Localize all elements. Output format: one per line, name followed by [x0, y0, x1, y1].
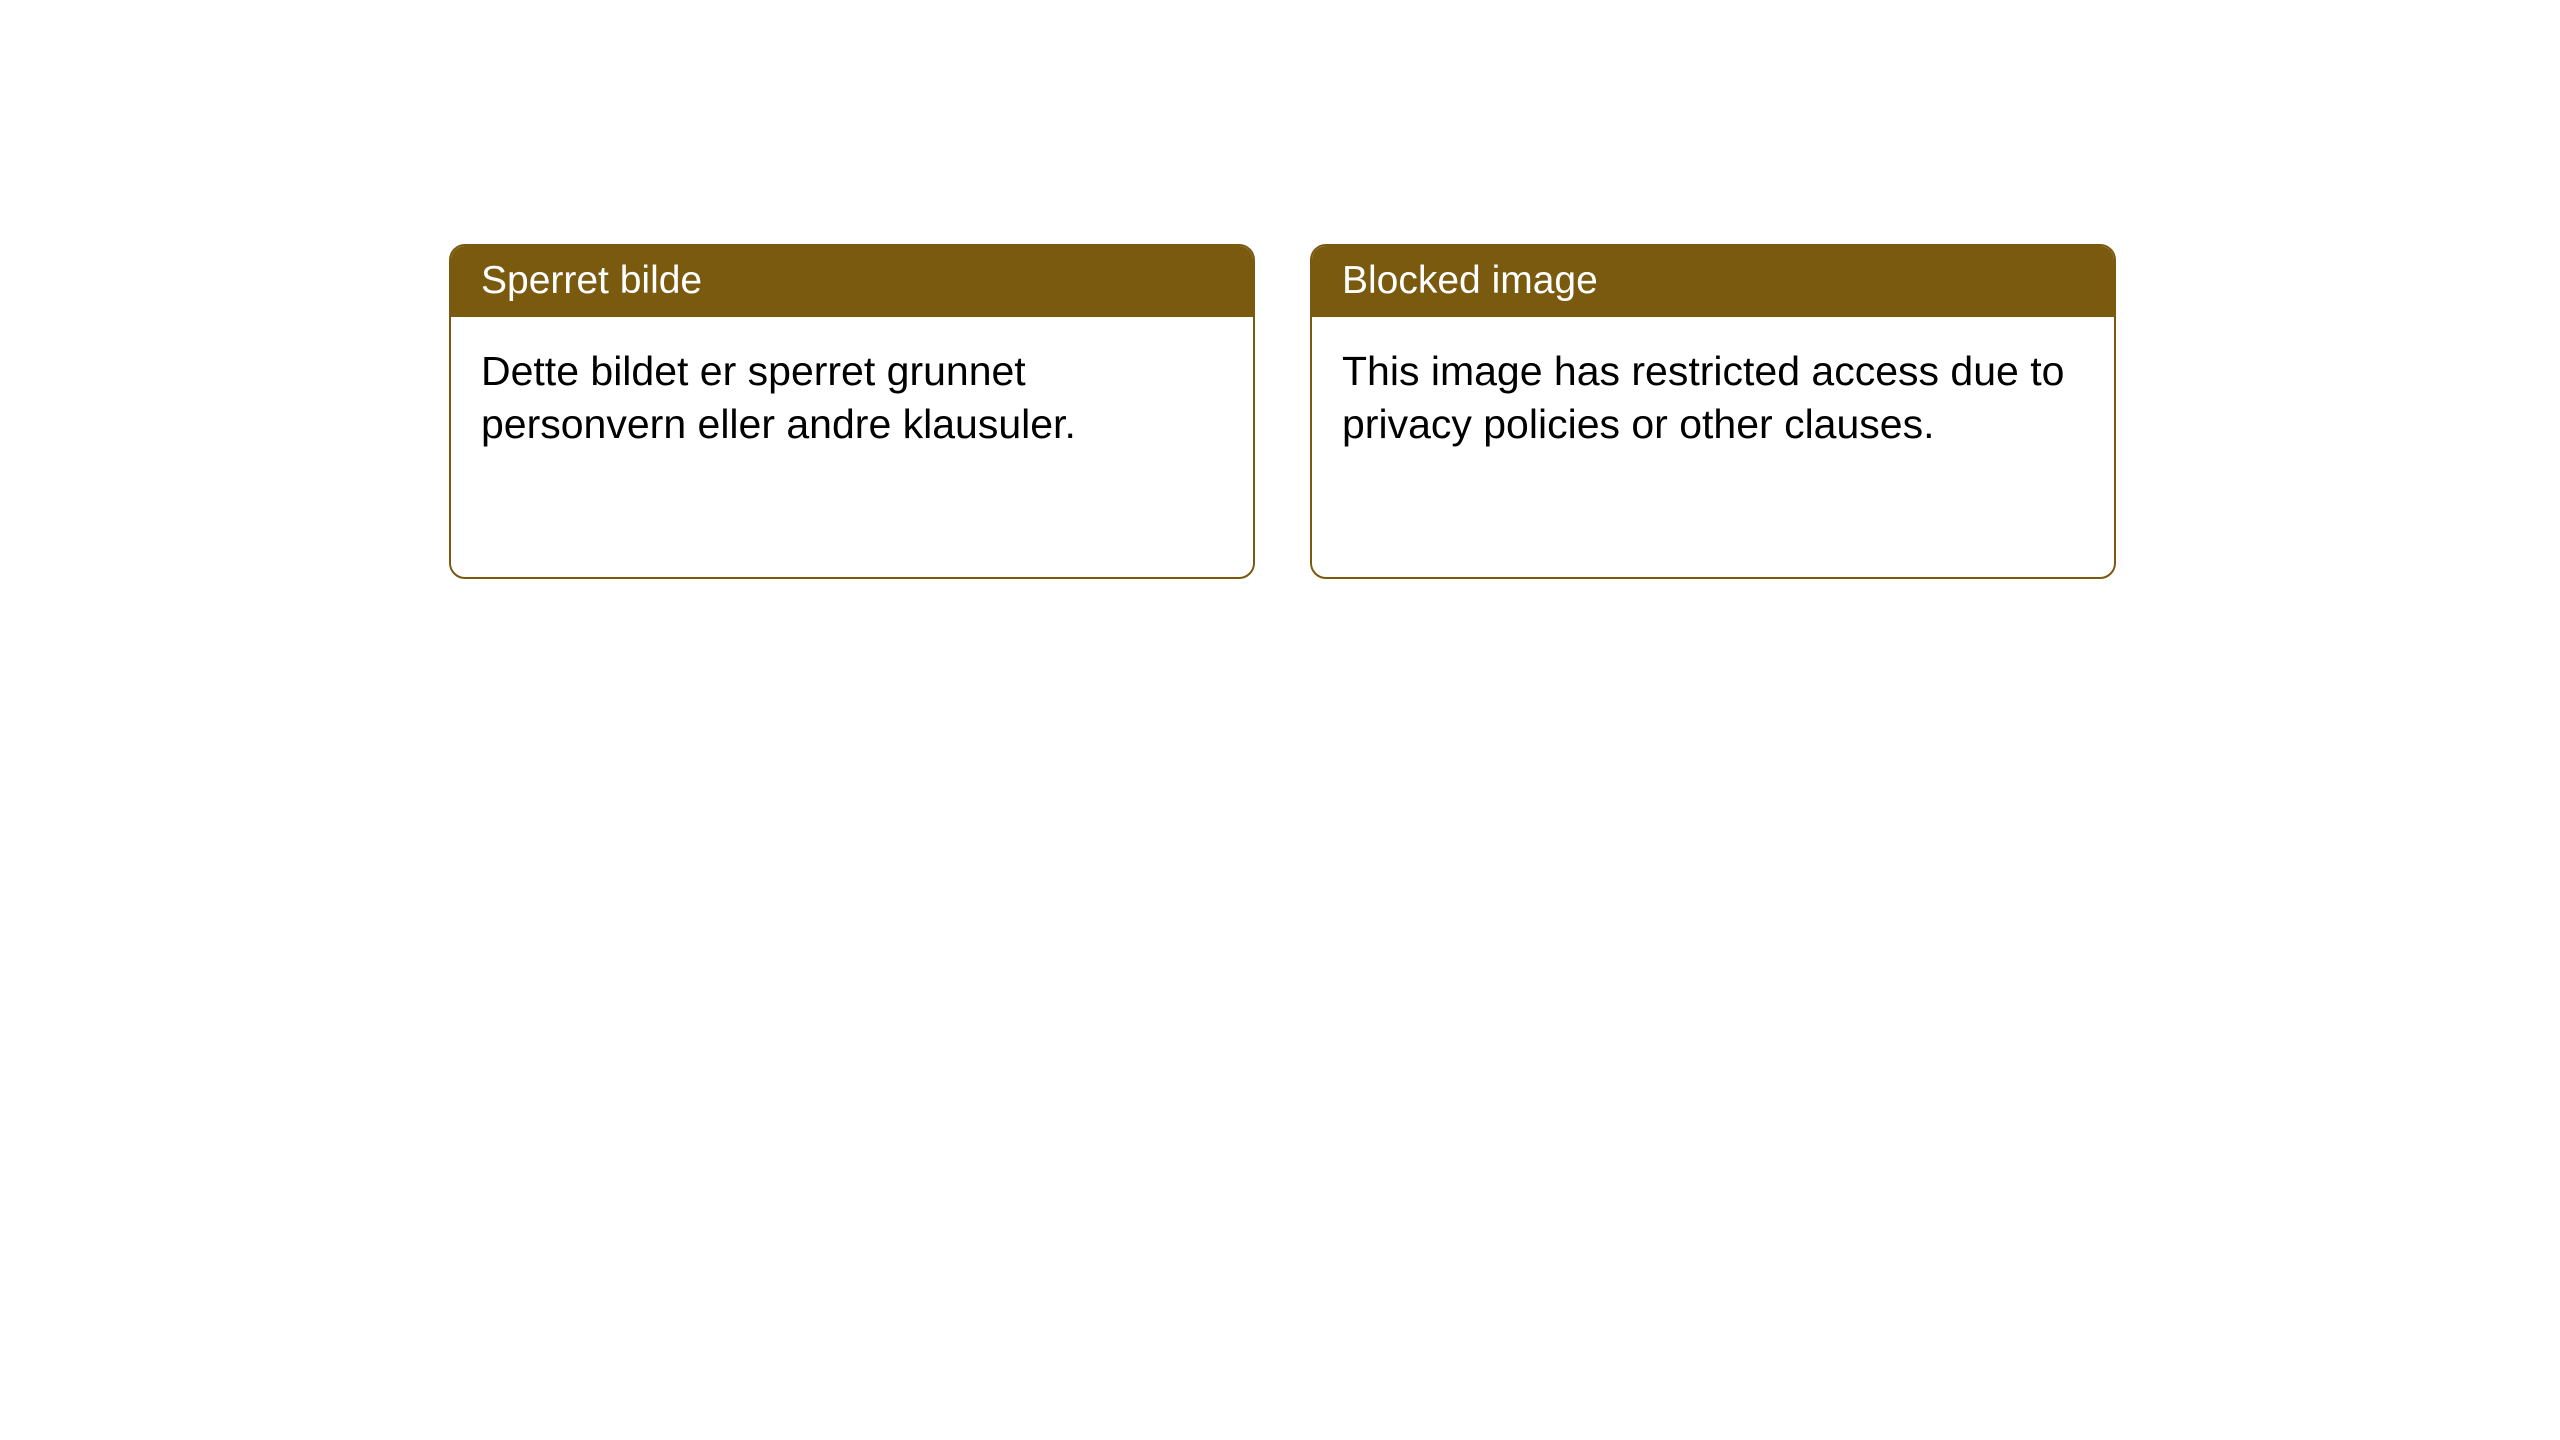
notice-text: This image has restricted access due to … — [1342, 348, 2064, 447]
notice-body: This image has restricted access due to … — [1312, 317, 2114, 480]
notice-text: Dette bildet er sperret grunnet personve… — [481, 348, 1076, 447]
notice-box-english: Blocked image This image has restricted … — [1310, 244, 2116, 579]
notices-container: Sperret bilde Dette bildet er sperret gr… — [449, 244, 2116, 579]
notice-box-norwegian: Sperret bilde Dette bildet er sperret gr… — [449, 244, 1255, 579]
notice-title: Sperret bilde — [481, 259, 702, 302]
notice-title: Blocked image — [1342, 259, 1598, 302]
notice-body: Dette bildet er sperret grunnet personve… — [451, 317, 1253, 480]
notice-header: Sperret bilde — [451, 246, 1253, 317]
notice-header: Blocked image — [1312, 246, 2114, 317]
